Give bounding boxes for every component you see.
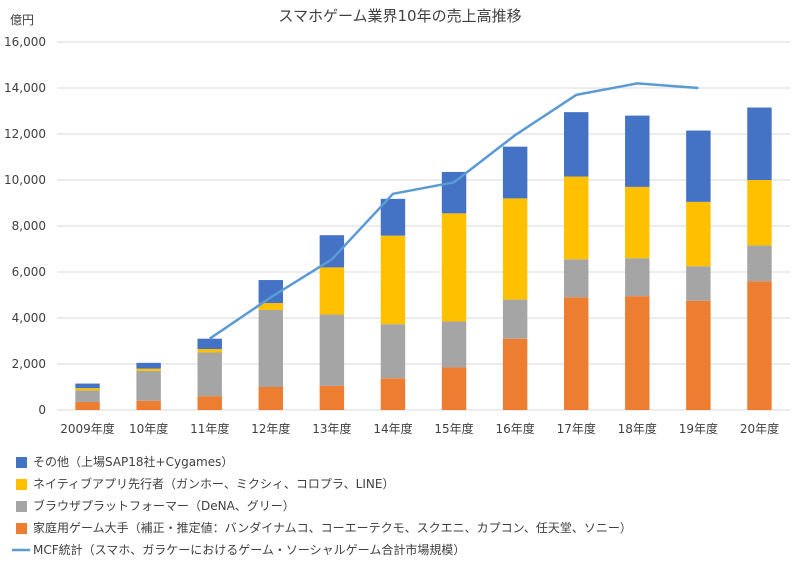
legend-swatch — [16, 479, 27, 490]
bar-segment-14年度-s2 — [380, 235, 406, 325]
bar-segment-18年度-s0 — [625, 296, 650, 410]
x-tick-label: 15年度 — [434, 421, 473, 436]
bar-segment-16年度-s0 — [502, 338, 528, 410]
x-tick-label: 19年度 — [679, 421, 718, 436]
x-tick-label: 12年度 — [251, 421, 290, 436]
bar-segment-19年度-s1 — [686, 266, 711, 301]
bar-segment-12年度-s3 — [258, 280, 284, 304]
y-tick-label: 12,000 — [4, 127, 46, 141]
y-axis-tick-labels: 0 2,000 4,000 6,000 8,000 10,000 12,000 14,000 1… — [4, 35, 46, 417]
chart-title: スマホゲーム業界10年の売上高推移 — [278, 7, 521, 25]
legend-swatch — [16, 523, 27, 534]
y-tick-label: 4,000 — [12, 311, 46, 325]
x-tick-label: 17年度 — [557, 421, 596, 436]
bar-segment-16年度-s3 — [502, 146, 528, 199]
legend-entry: その他（上場SAP18社+Cygames） — [33, 454, 233, 469]
y-axis-unit-label: 億円 — [10, 13, 34, 27]
x-tick-label: 14年度 — [373, 421, 412, 436]
bar-segment-20年度-s1 — [747, 245, 772, 282]
bar-segment-18年度-s2 — [625, 186, 650, 259]
bar-segment-19年度-s0 — [686, 300, 711, 410]
bar-segment-13年度-s1 — [319, 314, 345, 386]
bar-segment-13年度-s0 — [319, 385, 345, 410]
bar-segment-17年度-s2 — [563, 176, 589, 260]
bar-segment-2009年度-s2 — [75, 388, 100, 391]
bar-segment-19年度-s3 — [686, 130, 711, 202]
bar-segment-2009年度-s3 — [75, 383, 100, 389]
legend-entry: MCF統計（スマホ、ガラケーにおけるゲーム・ソーシャルゲーム合計市場規模） — [33, 542, 465, 557]
y-tick-label: 14,000 — [4, 81, 46, 95]
stacked-bars — [75, 107, 772, 410]
x-tick-label: 13年度 — [312, 421, 351, 436]
x-tick-label: 16年度 — [495, 421, 534, 436]
legend-entry: ブラウザプラットフォーマー（DeNA、グリー） — [33, 498, 295, 513]
bar-segment-2009年度-s0 — [75, 401, 100, 410]
bar-segment-14年度-s0 — [380, 378, 406, 410]
bar-segment-10年度-s0 — [136, 400, 161, 410]
x-axis-tick-labels: 2009年度 10年度 11年度 12年度 13年度 14年度 15年度 16年度 17年度 18… — [60, 421, 779, 436]
bar-segment-12年度-s1 — [258, 309, 284, 387]
bar-segment-2009年度-s1 — [75, 390, 100, 402]
line-series-mcf — [209, 82, 699, 340]
bar-segment-12年度-s0 — [258, 387, 284, 410]
y-tick-label: 10,000 — [4, 173, 46, 187]
legend-entry: 家庭用ゲーム大手（補正・推定値：バンダイナムコ、コーエーテクモ、スクエニ、カプコ… — [33, 520, 632, 535]
y-tick-label: 6,000 — [12, 265, 46, 279]
x-tick-label: 2009年度 — [60, 421, 115, 436]
bar-segment-11年度-s1 — [197, 352, 222, 397]
bar-segment-20年度-s3 — [747, 107, 772, 180]
legend-swatch — [16, 457, 27, 468]
bar-segment-15年度-s1 — [441, 321, 467, 368]
y-tick-label: 8,000 — [12, 219, 46, 233]
gridlines — [57, 41, 790, 411]
bar-segment-17年度-s0 — [563, 297, 589, 410]
bar-segment-12年度-s2 — [258, 303, 284, 310]
bar-segment-16年度-s1 — [502, 299, 528, 339]
y-tick-label: 0 — [38, 403, 46, 417]
bar-segment-11年度-s3 — [197, 338, 222, 350]
bar-segment-10年度-s1 — [136, 370, 161, 401]
bar-segment-18年度-s3 — [625, 115, 650, 187]
x-tick-label: 10年度 — [129, 421, 168, 436]
bar-segment-11年度-s0 — [197, 396, 222, 410]
mcf-line — [209, 82, 699, 340]
bar-segment-20年度-s2 — [747, 180, 772, 246]
bar-segment-10年度-s3 — [136, 362, 161, 369]
bar-segment-11年度-s2 — [197, 349, 222, 353]
bar-segment-17年度-s1 — [563, 259, 589, 298]
x-tick-label: 11年度 — [190, 421, 229, 436]
bar-segment-17年度-s3 — [563, 112, 589, 177]
bar-segment-10年度-s2 — [136, 368, 161, 371]
legend: その他（上場SAP18社+Cygames） ネイティブアプリ先行者（ガンホー、ミク… — [12, 454, 632, 557]
legend-swatch — [16, 501, 27, 512]
bar-segment-14年度-s1 — [380, 324, 406, 379]
legend-entry: ネイティブアプリ先行者（ガンホー、ミクシィ、コロプラ、LINE） — [33, 476, 394, 491]
x-tick-label: 18年度 — [618, 421, 657, 436]
bar-segment-19年度-s2 — [686, 201, 711, 267]
y-tick-label: 16,000 — [4, 35, 46, 49]
y-tick-label: 2,000 — [12, 357, 46, 371]
bar-segment-18年度-s1 — [625, 258, 650, 297]
x-tick-label: 20年度 — [740, 421, 779, 436]
bar-segment-15年度-s2 — [441, 213, 467, 322]
bar-segment-16年度-s2 — [502, 198, 528, 300]
bar-segment-14年度-s3 — [380, 198, 406, 236]
bar-segment-20年度-s0 — [747, 281, 772, 410]
bar-segment-13年度-s2 — [319, 267, 345, 315]
bar-segment-15年度-s0 — [441, 367, 467, 410]
bar-segment-15年度-s3 — [441, 171, 467, 214]
